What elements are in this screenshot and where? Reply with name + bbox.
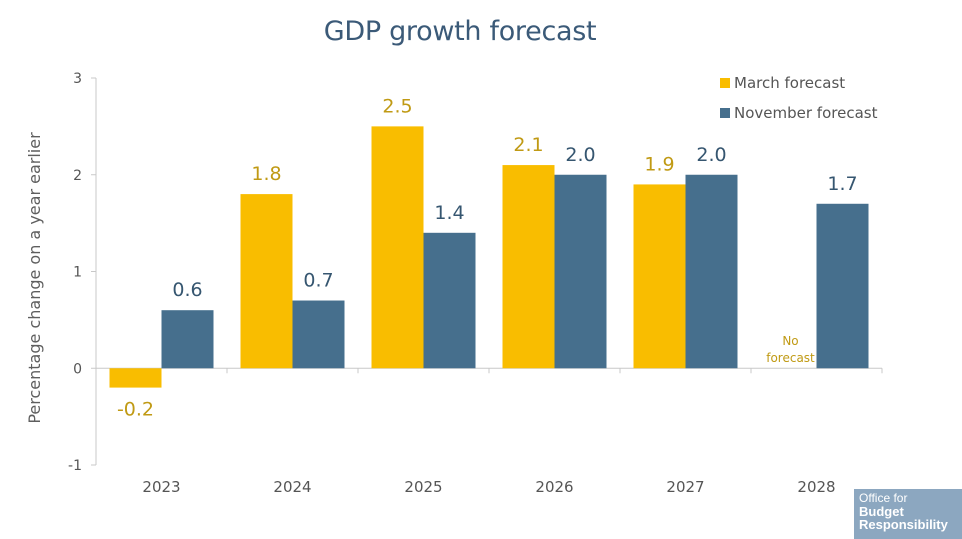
- bar-november-forecast-2024: [292, 300, 345, 369]
- data-label: 2.0: [565, 144, 595, 166]
- y-tick-label: -1: [68, 458, 82, 474]
- x-tick-label: 2025: [404, 478, 442, 496]
- x-tick-label: 2026: [535, 478, 573, 496]
- bars: [109, 126, 869, 388]
- bar-november-forecast-2028: [816, 203, 869, 369]
- legend-label: March forecast: [734, 74, 845, 92]
- y-tick-label: 0: [73, 361, 82, 377]
- legend-swatch: [720, 108, 730, 118]
- bar-march-forecast-2023: [109, 368, 162, 388]
- legend-label: November forecast: [734, 104, 878, 122]
- logo-line-1: Office for: [859, 491, 908, 505]
- chart-title: GDP growth forecast: [323, 16, 597, 47]
- data-label: 2.0: [696, 144, 726, 166]
- bar-november-forecast-2025: [423, 232, 476, 369]
- logo-line-2: Budget: [859, 504, 904, 519]
- y-tick-label: 3: [73, 71, 82, 87]
- data-label: 1.7: [827, 173, 857, 195]
- no-forecast-annotation: No: [782, 334, 798, 348]
- x-tick-label: 2027: [666, 478, 704, 496]
- bar-march-forecast-2024: [240, 194, 293, 369]
- y-axis-label: Percentage change on a year earlier: [25, 132, 44, 424]
- bar-november-forecast-2023: [161, 310, 214, 369]
- bar-march-forecast-2026: [502, 165, 555, 369]
- bar-march-forecast-2027: [633, 184, 686, 369]
- data-label: 0.7: [303, 270, 333, 292]
- data-label: 0.6: [172, 279, 202, 301]
- bar-march-forecast-2025: [371, 126, 424, 369]
- data-label: 1.8: [251, 163, 281, 185]
- x-tick-label: 2023: [142, 478, 180, 496]
- obr-logo: Office for Budget Responsibility: [854, 489, 962, 539]
- data-label: -0.2: [117, 399, 154, 421]
- bar-november-forecast-2026: [554, 174, 607, 369]
- axes: 3 2 1 0 -1 2023 2024 2025 2026 2027 2028: [68, 71, 883, 496]
- no-forecast-annotation: forecast: [766, 351, 815, 365]
- data-labels: -0.2 0.6 1.8 0.7 2.5 1.4 2.1 2.0 1.9 2.0 1.7 No fore…: [117, 95, 858, 420]
- logo-line-3: Responsibility: [859, 517, 948, 532]
- x-tick-label: 2024: [273, 478, 311, 496]
- legend-swatch: [720, 78, 730, 88]
- data-label: 1.9: [644, 153, 674, 175]
- y-tick-label: 1: [73, 265, 82, 281]
- x-tick-label: 2028: [797, 478, 835, 496]
- data-label: 2.1: [513, 134, 543, 156]
- y-tick-label: 2: [73, 168, 82, 184]
- bar-november-forecast-2027: [685, 174, 738, 369]
- data-label: 1.4: [434, 202, 464, 224]
- legend: March forecast November forecast: [720, 74, 878, 122]
- data-label: 2.5: [382, 95, 412, 117]
